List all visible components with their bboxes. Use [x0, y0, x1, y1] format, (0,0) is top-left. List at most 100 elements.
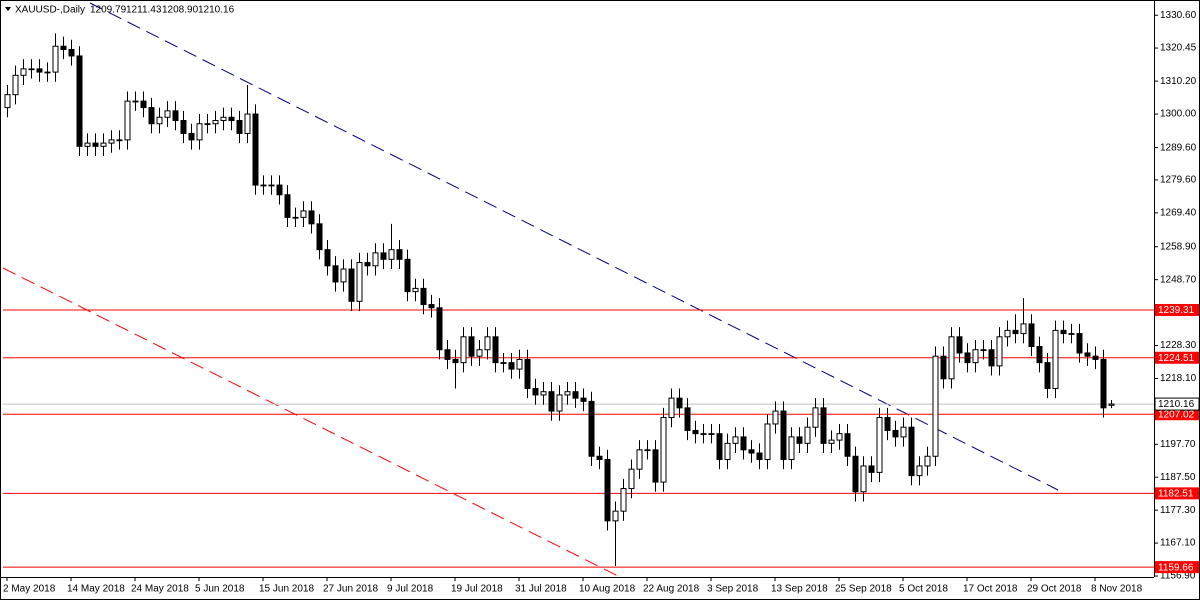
candle-body	[1092, 355, 1099, 360]
candle-body	[532, 387, 539, 396]
level-label: 1207.02	[1158, 409, 1195, 420]
candle-body	[132, 100, 139, 103]
candle-body	[908, 426, 915, 477]
candle-body	[820, 407, 827, 444]
chart-title: XAUUSD-,Daily	[15, 5, 85, 16]
trendline	[2, 267, 621, 578]
candle-body	[940, 355, 947, 380]
y-tick-label: 1289.60	[1160, 142, 1197, 153]
candle-body	[1084, 352, 1091, 357]
candle-body	[892, 429, 899, 438]
candle-body	[852, 455, 859, 493]
candle-body	[996, 336, 1003, 367]
candle-body	[844, 433, 851, 457]
candle-body	[492, 336, 499, 364]
candle-body	[764, 423, 771, 460]
candle-body	[316, 223, 323, 251]
last-price-label: 1210.16	[1158, 399, 1195, 410]
x-tick-label: 14 May 2018	[67, 584, 125, 595]
candle-body	[156, 116, 163, 125]
candle-body	[4, 94, 11, 109]
candle-body	[660, 417, 667, 483]
menu-triangle	[5, 7, 11, 11]
candle-body	[356, 262, 363, 302]
candle-body	[332, 265, 339, 283]
candle-body	[60, 45, 67, 50]
x-tick-label: 5 Jun 2018	[195, 584, 245, 595]
candle-body	[916, 465, 923, 477]
candle-body	[84, 142, 91, 147]
y-tick-label: 1330.60	[1160, 10, 1197, 21]
candle-body	[324, 249, 331, 267]
y-tick-label: 1177.30	[1160, 505, 1196, 516]
candle-body	[428, 304, 435, 309]
x-tick-label: 2 May 2018	[3, 584, 56, 595]
y-tick-label: 1156.90	[1160, 571, 1196, 582]
candle-body	[500, 362, 507, 364]
candle-body	[652, 449, 659, 483]
candle-body	[1012, 329, 1019, 335]
candle-body	[436, 307, 443, 351]
candle-body	[1108, 403, 1115, 406]
candle-body	[796, 436, 803, 444]
candle-body	[52, 45, 59, 73]
candle-body	[44, 71, 51, 74]
candle-body	[252, 113, 259, 186]
candle-body	[876, 417, 883, 473]
candle-body	[788, 436, 795, 460]
candle-body	[116, 139, 123, 142]
candle-body	[388, 249, 395, 260]
level-label-box	[1155, 408, 1199, 421]
candle-body	[1036, 345, 1043, 364]
candle-body	[1076, 333, 1083, 354]
candle-body	[108, 139, 115, 144]
candle-body	[564, 391, 571, 396]
candle-body	[148, 107, 155, 125]
y-tick-label: 1258.90	[1160, 241, 1197, 252]
candle-body	[708, 433, 715, 435]
x-tick-label: 8 Nov 2018	[1091, 584, 1143, 595]
candle-body	[68, 48, 75, 57]
candle-body	[692, 429, 699, 435]
candle-body	[1044, 362, 1051, 389]
candle-body	[276, 184, 283, 196]
candle-body	[668, 397, 675, 419]
trendline	[89, 2, 1059, 491]
candle-body	[572, 391, 579, 399]
candle-body	[948, 336, 955, 380]
candle-body	[100, 142, 107, 147]
candle-body	[452, 358, 459, 364]
candle-body	[620, 488, 627, 512]
candle-body	[220, 116, 227, 122]
candle-body	[20, 68, 27, 76]
x-tick-label: 10 Aug 2018	[579, 584, 636, 595]
ohlc-low: 1208.90	[162, 5, 199, 16]
candle-body	[1052, 329, 1059, 389]
candle-body	[460, 336, 467, 364]
candle-body	[932, 355, 939, 457]
candle-body	[804, 426, 811, 444]
candle-body	[732, 436, 739, 444]
candle-body	[92, 142, 99, 147]
level-label-box	[1155, 487, 1199, 500]
candle-body	[212, 120, 219, 125]
x-tick-label: 29 Oct 2018	[1027, 584, 1082, 595]
candle-body	[300, 210, 307, 218]
candle-body	[636, 449, 643, 470]
x-tick-label: 31 Jul 2018	[515, 584, 567, 595]
y-tick-label: 1279.60	[1160, 175, 1197, 186]
candle-body	[396, 249, 403, 260]
candle-body	[964, 352, 971, 364]
candle-body	[1020, 323, 1027, 335]
level-label-box	[1155, 351, 1199, 364]
x-tick-label: 27 Jun 2018	[323, 584, 378, 595]
candle-body	[756, 452, 763, 460]
candle-body	[188, 132, 195, 141]
x-tick-label: 15 Jun 2018	[259, 584, 314, 595]
candle-body	[36, 68, 43, 73]
candle-body	[540, 391, 547, 396]
x-tick-label: 3 Sep 2018	[707, 584, 759, 595]
candle-body	[868, 465, 875, 473]
level-label: 1224.51	[1158, 353, 1195, 364]
